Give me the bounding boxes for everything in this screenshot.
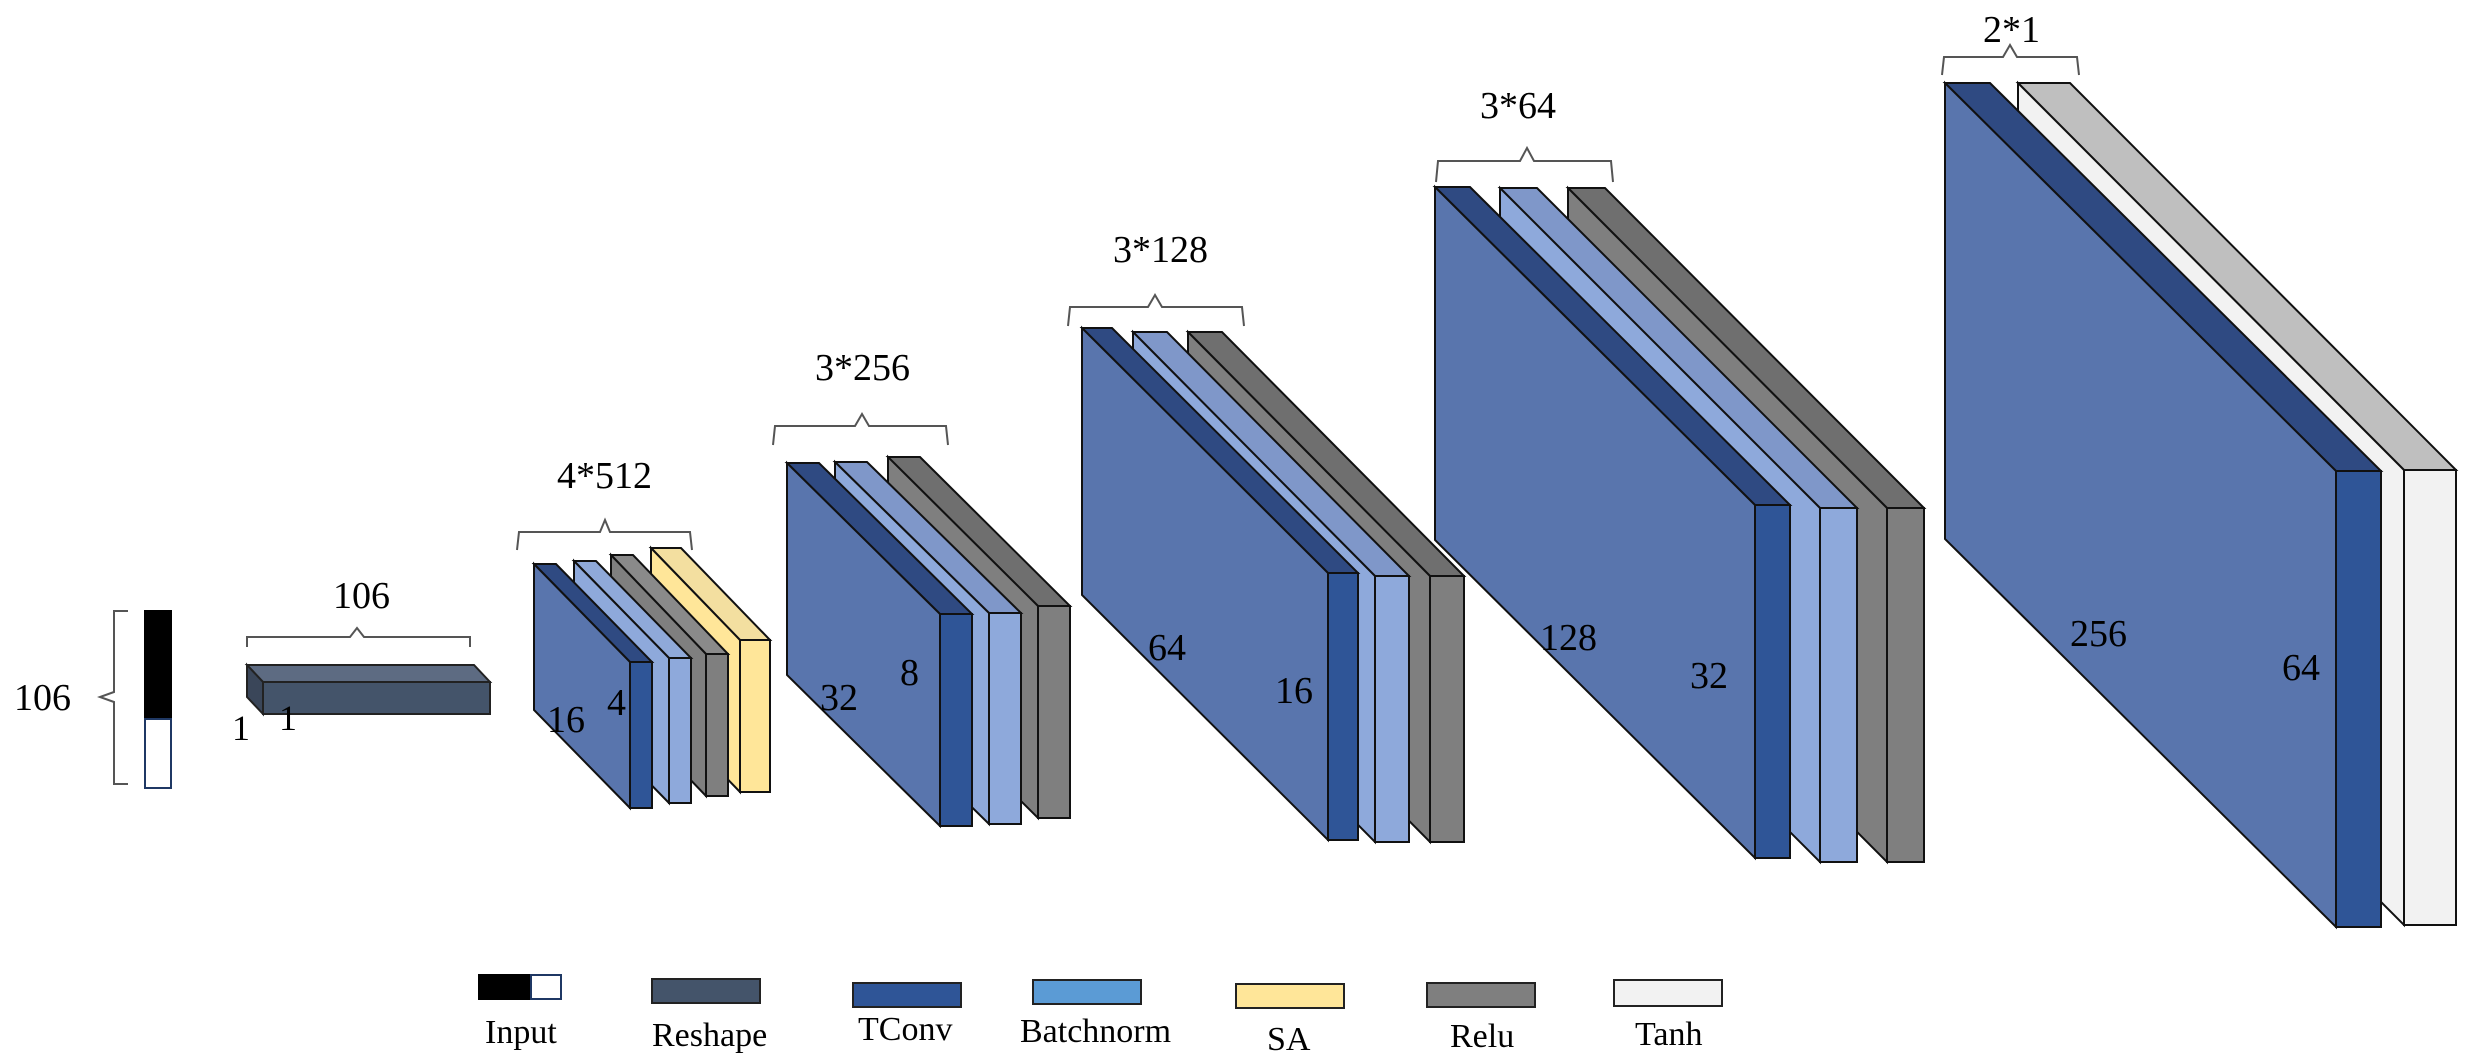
legend-label-batchnorm: Batchnorm [1020,1013,1171,1050]
block-3-tconv-layer [1079,325,1361,843]
input-brace [97,610,128,785]
block-4-group-label: 3*64 [1480,85,1556,127]
legend: Input Reshape TConv Batchnorm SA Relu Ta… [478,974,1723,1058]
block-4-depth-label: 32 [1690,655,1728,697]
block-4-tconv-layer [1432,184,1793,861]
legend-item-reshape: Reshape [651,978,767,1054]
block-1-depth-label: 4 [607,682,626,724]
block-3: 3*128 64 16 [1067,229,1467,845]
block-4-brace [1435,145,1614,183]
reshape-side-label-a: 1 [232,708,250,748]
legend-item-tanh: Tanh [1613,979,1723,1053]
legend-item-input: Input [478,974,562,1051]
legend-label-input: Input [485,1014,557,1051]
legend-swatch-reshape [651,978,761,1004]
legend-swatch-batchnorm [1032,979,1142,1005]
block-1-group-label: 4*512 [557,455,652,497]
block-2-tconv-layer [784,460,975,829]
legend-swatch-input [478,974,532,1000]
legend-swatch-tanh [1613,979,1723,1007]
block-2-brace [772,412,949,446]
input-size-label: 106 [14,677,71,719]
block-3-size-label: 64 [1148,627,1186,669]
input-vector [144,610,172,789]
legend-label-sa: SA [1267,1021,1311,1058]
legend-label-reshape: Reshape [652,1017,767,1054]
block-5-group-label: 2*1 [1983,9,2040,51]
block-1-brace [516,517,693,551]
block-5: 2*1 256 64 [1941,9,2459,930]
block-2-group-label: 3*256 [815,347,910,389]
block-3-depth-label: 16 [1275,670,1313,712]
block-5-tconv-layer [1942,80,2384,930]
block-4: 3*64 128 32 [1432,85,1927,865]
block-2: 3*256 32 8 [772,347,1073,829]
legend-item-tconv: TConv [852,982,962,1048]
reshape-top-label: 106 [333,575,390,617]
legend-item-batchnorm: Batchnorm [1020,979,1171,1050]
legend-label-tanh: Tanh [1635,1016,1703,1053]
block-1-tconv-layer [531,561,655,811]
legend-label-tconv: TConv [858,1011,952,1048]
block-5-depth-label: 64 [2282,647,2320,689]
block-5-size-label: 256 [2070,613,2127,655]
legend-swatch-relu [1426,982,1536,1008]
block-2-depth-label: 8 [900,652,919,694]
legend-swatch-sa [1235,983,1345,1009]
reshape-brace [246,626,471,647]
block-2-size-label: 32 [820,677,858,719]
block-3-group-label: 3*128 [1113,229,1208,271]
reshape-layer [244,662,493,717]
block-1-size-label: 16 [547,699,585,741]
reshape-side-label-b: 1 [279,698,297,738]
block-1: 4*512 16 4 [516,455,773,811]
legend-item-relu: Relu [1426,982,1536,1055]
block-4-size-label: 128 [1540,617,1597,659]
block-5-brace [1941,43,2080,76]
legend-label-relu: Relu [1450,1018,1514,1055]
block-3-brace [1067,293,1245,327]
legend-item-sa: SA [1235,983,1345,1058]
legend-swatch-tconv [852,982,962,1008]
